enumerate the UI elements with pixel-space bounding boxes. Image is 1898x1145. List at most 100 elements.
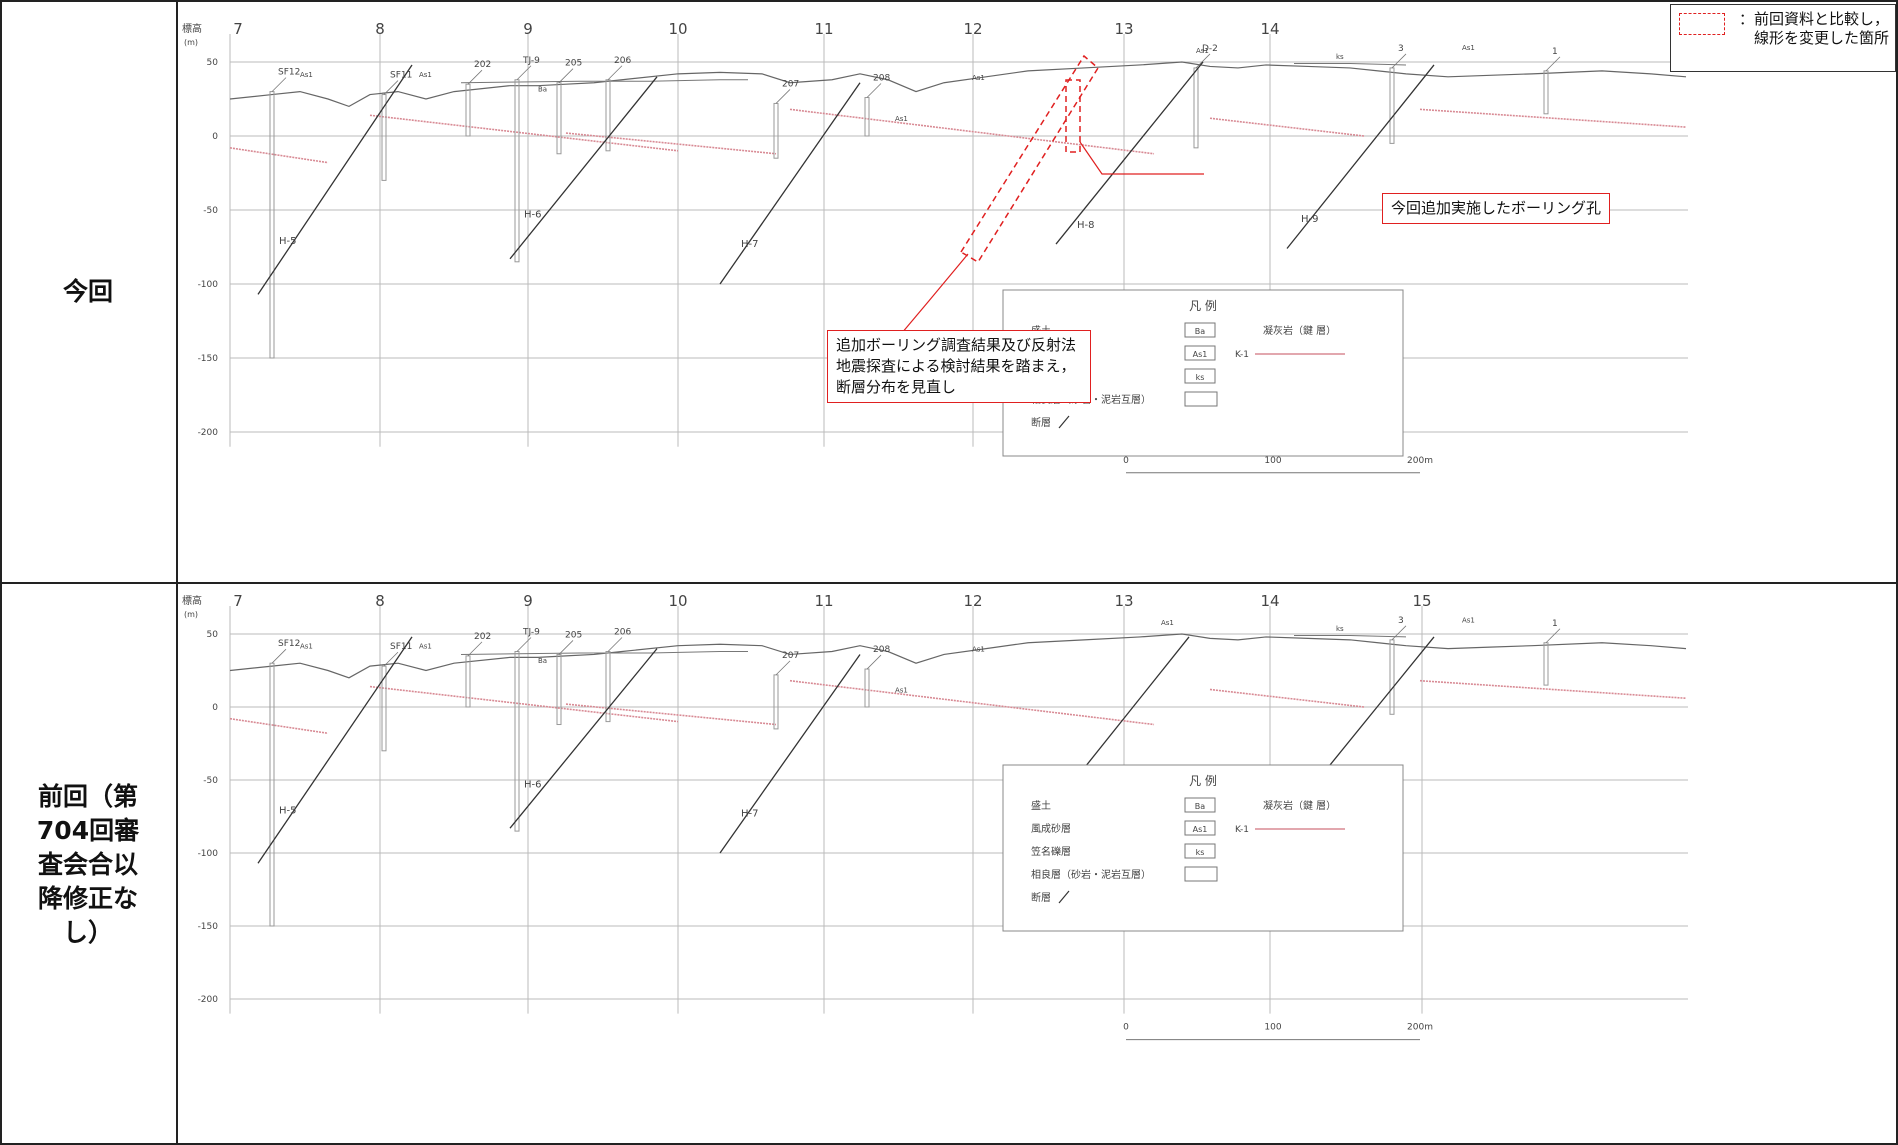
fault-label: H-8	[1077, 220, 1095, 231]
geology-label: As1	[1462, 616, 1475, 624]
legend-swatch	[1184, 322, 1216, 338]
elevation-tick-label: 50	[207, 58, 219, 68]
station-label: 9	[523, 592, 533, 610]
station-label: 14	[1260, 20, 1279, 38]
station-label: 10	[668, 20, 687, 38]
borehole	[773, 102, 779, 159]
borehole-label: SF11	[390, 71, 412, 81]
legend-swatch	[1184, 391, 1218, 407]
geology-label: As1	[300, 71, 313, 79]
fault-label: H-6	[524, 209, 542, 220]
scale-label: 0	[1123, 456, 1129, 466]
fault-label: H-7	[741, 239, 759, 250]
gravel-layer-boundary	[1294, 634, 1407, 638]
station-label: 8	[375, 592, 385, 610]
borehole	[269, 91, 275, 359]
ground-surface	[229, 61, 1687, 108]
fault-line	[719, 654, 861, 854]
borehole-label: D-2	[1202, 44, 1218, 54]
borehole-leader	[516, 637, 532, 652]
legend-swatch	[1184, 843, 1216, 859]
key-bed-k1	[1209, 117, 1365, 137]
station-label: 12	[963, 20, 982, 38]
station-label: 14	[1260, 592, 1279, 610]
callout-leader-borehole	[1079, 141, 1204, 175]
station-label: 15	[1412, 592, 1431, 610]
elevation-tick-label: 0	[212, 703, 218, 713]
borehole-label: TJ-9	[522, 628, 540, 638]
geology-label: As1	[895, 686, 908, 694]
key-bed-k1	[369, 685, 679, 723]
legend-swatch	[1184, 368, 1216, 384]
station-label: 12	[963, 592, 982, 610]
borehole-label: 1	[1552, 619, 1558, 629]
scale-label: 200m	[1407, 1023, 1433, 1033]
key-bed-k1	[565, 703, 777, 726]
borehole-leader	[607, 637, 623, 652]
borehole	[605, 651, 611, 723]
borehole	[1543, 70, 1549, 115]
station-label: 11	[814, 20, 833, 38]
elevation-tick-label: -50	[203, 206, 218, 216]
ground-surface	[229, 633, 1687, 679]
key-bed-k1	[369, 114, 679, 152]
fill-layer-boundary	[460, 651, 748, 655]
legend-swatch	[1184, 797, 1216, 813]
elevation-tick-label: -150	[198, 354, 219, 364]
borehole-label: 3	[1398, 44, 1404, 54]
key-bed-k1	[565, 132, 777, 155]
borehole-label: SF12	[278, 639, 300, 649]
borehole-label: TJ-9	[522, 56, 540, 66]
legend-item-label: 断層	[1031, 891, 1051, 904]
row-label-current: 今回	[62, 276, 113, 306]
scale-label: 0	[1123, 1023, 1129, 1033]
key-bed-k1	[789, 108, 1155, 155]
legend-note-text: ：前回資料と比較し， 線形を変更した箇所	[1738, 10, 1889, 47]
borehole-label: 3	[1398, 616, 1404, 626]
borehole	[864, 668, 870, 708]
fault-line	[719, 82, 861, 285]
legend-swatch	[1184, 866, 1218, 882]
station-label: 10	[668, 592, 687, 610]
fault-line	[1055, 61, 1204, 245]
borehole-leader	[1391, 53, 1407, 69]
legend-item-label: 断層	[1031, 416, 1051, 429]
elevation-tick-label: -200	[198, 428, 219, 438]
fill-layer-boundary	[460, 79, 748, 84]
geology-label: As1	[300, 643, 313, 651]
legend-item-code: As1	[1193, 825, 1208, 834]
geology-label: ks	[1336, 625, 1344, 633]
callout-fault-review: 追加ボーリング調査結果及び反射法地震探査による検討結果を踏まえ，断層分布を見直し	[827, 330, 1091, 403]
borehole-label: 208	[873, 645, 890, 655]
elevation-title: 標高	[182, 22, 202, 35]
geology-label: As1	[895, 115, 908, 123]
legend-tuff-label: 凝灰岩（鍵 層）	[1263, 799, 1336, 812]
borehole-label: 202	[474, 632, 491, 642]
station-label: 7	[233, 592, 243, 610]
legend-tuff-label: 凝灰岩（鍵 層）	[1263, 324, 1336, 337]
legend-item-label: 笠名礫層	[1031, 845, 1071, 858]
geology-label: As1	[1462, 44, 1475, 52]
legend-item-label: 風成砂層	[1031, 822, 1071, 835]
borehole	[556, 82, 562, 155]
legend-title: 凡 例	[1189, 774, 1217, 788]
legend-item-code: ks	[1196, 848, 1205, 857]
legend-item-code: Ba	[1195, 327, 1205, 336]
borehole-leader	[271, 648, 287, 664]
legend-tuff-code: K-1	[1235, 350, 1249, 360]
borehole-label: 206	[614, 628, 631, 638]
elevation-tick-label: -200	[198, 995, 219, 1005]
borehole-label: 208	[873, 74, 890, 84]
legend-item-label: 相良層（砂岩・泥岩互層）	[1031, 868, 1151, 881]
geology-label: Ba	[538, 86, 547, 94]
row-label-previous: 前回（第 704回審 査会合以 降修正な し）	[36, 781, 140, 947]
new-borehole-marker	[1065, 79, 1081, 153]
borehole-label: 205	[565, 630, 582, 640]
geology-label: As1	[1161, 619, 1174, 627]
borehole-leader	[467, 641, 483, 657]
key-bed-k1	[1209, 688, 1365, 708]
legend-swatch	[1184, 345, 1216, 361]
fault-label: H-9	[1301, 214, 1319, 225]
geology-label: ks	[1336, 53, 1344, 61]
